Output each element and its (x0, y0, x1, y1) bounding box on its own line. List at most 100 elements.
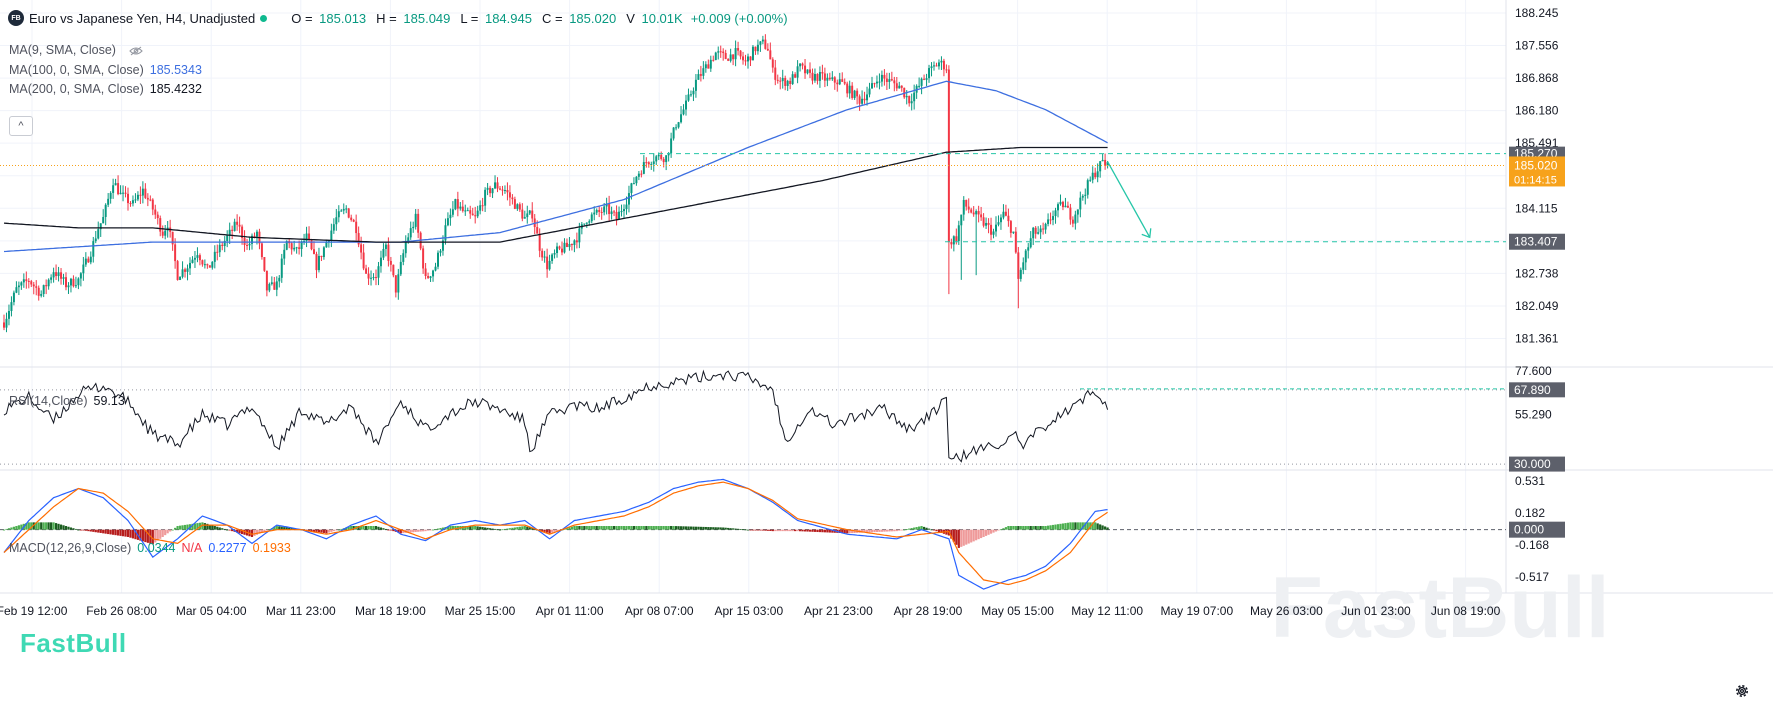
macd-histogram-bar (908, 528, 911, 530)
macd-histogram-bar (337, 529, 340, 531)
candle-body (761, 39, 764, 42)
macd-histogram-bar (531, 528, 534, 530)
candle-body (918, 85, 921, 87)
rsi-pane[interactable] (0, 369, 1506, 465)
candle-body (1004, 211, 1007, 216)
candle-body (389, 260, 392, 265)
macd-histogram-bar (776, 529, 779, 532)
candle-body (196, 255, 199, 258)
candle-body (878, 81, 881, 83)
candle-body (1054, 210, 1057, 217)
candle-body (60, 272, 63, 279)
candle-body (67, 285, 70, 288)
candle-body (84, 258, 87, 265)
watermark-large: FastBull (1270, 560, 1609, 656)
macd-histogram-bar (650, 526, 653, 530)
candle-body (201, 260, 204, 265)
price-tick-label: 186.868 (1515, 71, 1559, 85)
macd-histogram-bar (17, 525, 20, 530)
macd-histogram-bar (369, 526, 373, 530)
candle-body (223, 240, 226, 247)
macd-histogram-bar (784, 529, 787, 532)
candle-body (206, 264, 209, 266)
macd-histogram-bar (176, 526, 179, 530)
macd-histogram-bar (970, 529, 973, 543)
candle-body (826, 77, 829, 81)
candle-body (164, 230, 167, 236)
macd-histogram-bar (1069, 522, 1072, 530)
candle-body (987, 222, 990, 225)
candle-body (5, 318, 8, 328)
gear-icon[interactable] (1734, 683, 1750, 699)
time-axis[interactable]: Feb 19 12:00 Feb 26 08:00 Mar 05 04:00 Mar … (0, 604, 1501, 618)
macd-histogram-bar (139, 529, 142, 541)
ma200-legend[interactable]: MA(200, 0, SMA, Close) 185.4232 (9, 82, 202, 96)
candle-body (65, 277, 67, 288)
candle-body (355, 221, 358, 234)
candle-body (1071, 219, 1074, 224)
candle-body (402, 253, 405, 262)
candle-body (77, 278, 80, 286)
candle-body (804, 65, 807, 74)
macd-histogram-bar (764, 529, 767, 531)
macd-tick-label: -0.168 (1515, 538, 1549, 552)
ohlc-value: 185.013 (319, 10, 367, 26)
macd-histogram-bar (598, 526, 601, 530)
macd-histogram-bar (491, 528, 494, 530)
ma100-legend[interactable]: MA(100, 0, SMA, Close) 185.5343 (9, 63, 202, 77)
macd-histogram-bar (372, 526, 375, 530)
macd-hist-value: 0.0344 (137, 541, 176, 555)
macd-histogram-bar (240, 529, 244, 535)
candle-body (74, 285, 77, 287)
macd-histogram-bar (724, 527, 727, 530)
candle-body (1009, 221, 1012, 233)
candle-body (278, 277, 281, 282)
ma100-line (3, 80, 1108, 253)
hidden-eye-icon[interactable] (129, 46, 144, 56)
collapse-legend-button[interactable]: ^ (9, 116, 33, 136)
candle-body (578, 228, 581, 243)
candle-body (179, 276, 182, 280)
symbol-title[interactable]: Euro vs Japanese Yen, H4, Unadjusted (29, 10, 256, 26)
rsi-level-tag: 67.890 (1514, 383, 1551, 397)
candle-body (479, 205, 482, 211)
time-tick-label: May 05 15:00 (981, 604, 1054, 618)
candle-body (570, 243, 573, 246)
macd-pane[interactable] (0, 478, 1506, 590)
macd-histogram-bar (498, 529, 502, 531)
candle-body (107, 198, 110, 205)
candle-body (660, 154, 663, 159)
candle-body (37, 287, 40, 296)
macd-histogram-bar (796, 529, 799, 532)
candle-body (670, 138, 673, 153)
watermark-logo: FastBull (20, 628, 127, 658)
macd-histogram-bar (352, 526, 355, 530)
macd-histogram-bar (166, 529, 169, 534)
ma9-label: MA(9, SMA, Close) (9, 43, 116, 57)
macd-histogram-bar (191, 523, 194, 530)
macd-histogram-bar (518, 526, 521, 530)
macd-histogram-bar (384, 528, 388, 530)
rsi-legend[interactable]: RSI(14,Close) 59.13 (9, 394, 125, 408)
candle-body (590, 214, 593, 222)
ma9-legend[interactable]: MA(9, SMA, Close) (9, 43, 144, 57)
price-axis[interactable]: 188.245187.556186.868186.180185.491184.8… (1509, 6, 1565, 584)
price-pane[interactable] (0, 34, 1506, 333)
candle-body (942, 60, 945, 70)
candle-body (3, 322, 5, 328)
macd-histogram-bar (657, 526, 660, 530)
candle-body (992, 231, 995, 235)
candle-body (154, 209, 157, 215)
macd-histogram-bar (265, 529, 268, 531)
candle-body (548, 260, 551, 270)
macd-histogram-bar (503, 528, 507, 530)
macd-histogram-bar (124, 529, 127, 537)
macd-histogram-bar (181, 525, 184, 530)
candle-body (112, 185, 115, 193)
macd-histogram-bar (932, 529, 936, 531)
macd-legend[interactable]: MACD(12,26,9,Close) 0.0344 N/A 0.2277 0.1933 (9, 541, 291, 555)
macd-histogram-bar (2, 529, 6, 531)
candle-body (394, 275, 397, 293)
candle-body (873, 83, 876, 85)
